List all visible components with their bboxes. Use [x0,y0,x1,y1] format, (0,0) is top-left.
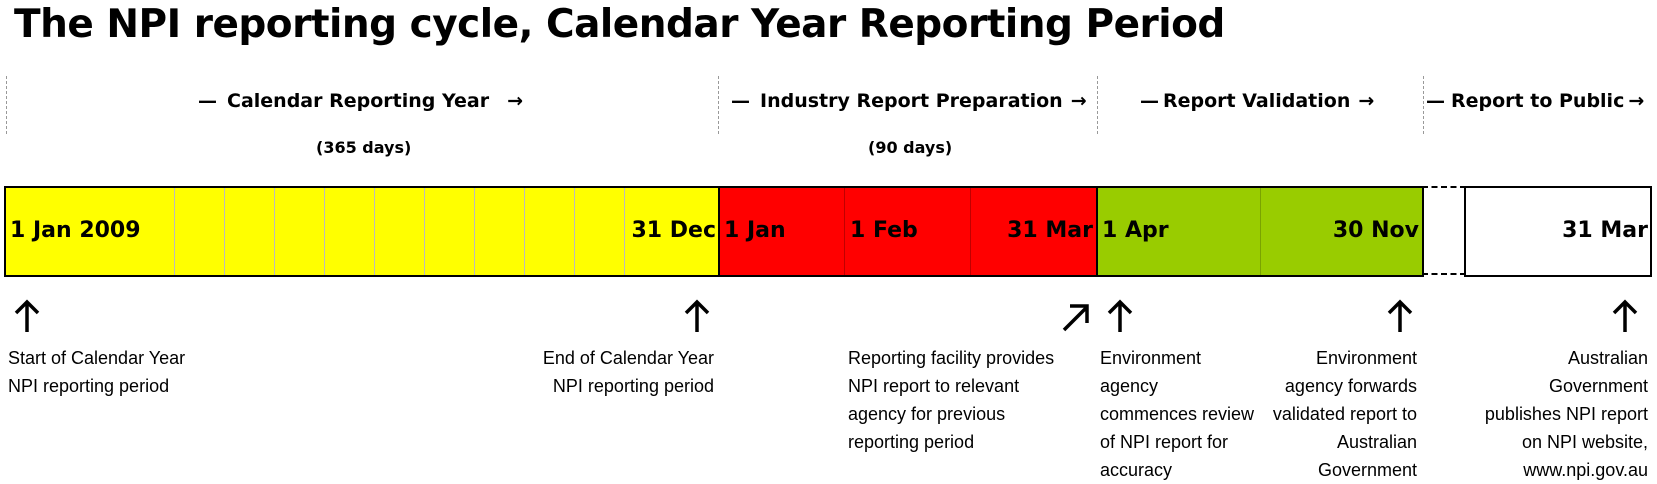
arrow-up-icon [1107,299,1133,332]
phase-dash: — [198,90,217,112]
right-arrow-icon: → [1070,90,1087,112]
arrow-up-icon [684,299,710,332]
phase-label-validation: — Report Validation → [1140,90,1374,112]
phase-divider [1423,76,1424,134]
date-start: 1 Jan 2009 [10,218,141,243]
date-prep-feb: 1 Feb [850,218,918,243]
right-arrow-icon: → [1628,90,1645,112]
phase-divider [718,76,719,134]
note-facility: Reporting facility provides NPI report t… [848,348,1055,452]
phase-label-text: Industry Report Preparation [760,90,1063,112]
phase-label-calendar-year: — Calendar Reporting Year → [198,90,523,112]
note-agency-forward: Environment agency forwards validated re… [1272,348,1417,480]
note-agency-review: Environment agency commences review of N… [1100,348,1255,480]
timeline-segment-public [1464,186,1652,277]
arrow-up-icon [14,299,40,332]
phase-label-preparation: — Industry Report Preparation → [731,90,1087,112]
phase-divider [1097,76,1098,134]
phase-label-text: Calendar Reporting Year [227,90,490,112]
right-arrow-icon: → [507,90,523,112]
date-public: 31 Mar [1562,218,1648,243]
duration-calendar-year: (365 days) [316,138,412,157]
timeline-segment-validation [1096,186,1424,277]
arrow-up-icon [1612,299,1638,332]
timeline-segment-calendar-year [4,186,720,277]
phase-dash: — [1426,90,1445,112]
phase-label-text: Report to Public [1451,90,1625,112]
note-start: Start of Calendar Year NPI reporting per… [8,348,186,396]
phase-dash: — [731,90,750,112]
date-prep-start: 1 Jan [724,218,786,243]
right-arrow-icon: → [1358,90,1375,112]
phase-dash: — [1140,90,1159,112]
phase-label-public: — Report to Public → [1426,90,1644,112]
note-publish: Australian Government publishes NPI repo… [1484,348,1648,480]
timeline-gap [1422,186,1466,277]
arrow-up-icon [1387,299,1413,332]
note-end: End of Calendar Year NPI reporting perio… [542,348,714,396]
date-valid-end: 30 Nov [1332,218,1419,243]
phase-divider [6,76,7,134]
diagram-title: The NPI reporting cycle, Calendar Year R… [14,2,1225,47]
arrow-up-right-icon [1062,304,1089,332]
phase-label-text: Report Validation [1163,90,1351,112]
date-valid-start: 1 Apr [1102,218,1169,243]
duration-preparation: (90 days) [868,138,953,157]
date-prep-end: 31 Mar [1007,218,1093,243]
date-end-year: 31 Dec [631,218,717,243]
